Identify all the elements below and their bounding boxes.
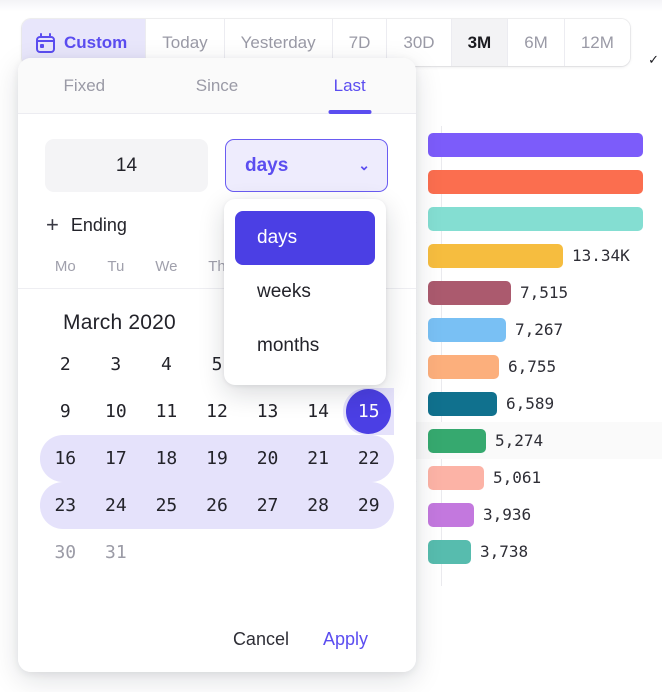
calendar-day[interactable]: 10 bbox=[105, 401, 127, 422]
calendar-day[interactable]: 27 bbox=[242, 482, 293, 529]
unit-option-weeks[interactable]: weeks bbox=[257, 281, 311, 302]
chart-value-label: 6,589 bbox=[506, 394, 555, 413]
unit-dropdown-menu[interactable]: days weeks months bbox=[224, 199, 386, 385]
add-ending-label: Ending bbox=[70, 214, 127, 235]
calendar-day[interactable]: 12 bbox=[206, 401, 228, 422]
segment-3m[interactable]: 3M bbox=[451, 19, 509, 66]
calendar-day[interactable]: 13 bbox=[256, 401, 279, 422]
calendar-grid[interactable]: 2345678910111213141516171819202122232425… bbox=[18, 335, 416, 576]
add-ending-button[interactable]: + Ending bbox=[18, 192, 416, 236]
calendar-day[interactable]: 22 bbox=[343, 435, 394, 482]
chart-value-label: 6,755 bbox=[508, 357, 557, 376]
tab-last-label: Last bbox=[333, 75, 366, 95]
calendar-day-selected[interactable]: 15 bbox=[346, 389, 392, 434]
calendar-day[interactable]: 2 bbox=[59, 354, 71, 375]
calendar-day[interactable]: 26 bbox=[191, 482, 243, 529]
cancel-button[interactable]: Cancel bbox=[232, 628, 289, 649]
calendar-day[interactable]: 4 bbox=[161, 354, 172, 375]
unit-option-months[interactable]: months bbox=[257, 335, 320, 356]
chart-value-label: 7,515 bbox=[520, 283, 569, 302]
segment-6m[interactable]: 6M bbox=[508, 19, 565, 66]
chart-bar bbox=[428, 132, 643, 157]
calendar-day[interactable]: 14 bbox=[307, 401, 329, 422]
calendar-day[interactable]: 17 bbox=[90, 435, 142, 482]
chart-bar bbox=[428, 354, 499, 379]
tab-fixed[interactable]: Fixed bbox=[18, 58, 151, 113]
chart-value-label: 5,274 bbox=[495, 431, 544, 450]
unit-select-trigger[interactable]: days ⌄ bbox=[225, 139, 388, 192]
chart-value-label: 13.34K bbox=[572, 246, 630, 265]
calendar-day[interactable]: 24 bbox=[90, 482, 142, 529]
unit-option-days[interactable]: days bbox=[235, 211, 375, 265]
panel-tab-bar[interactable]: Fixed Since Last bbox=[18, 58, 416, 114]
segment-12m[interactable]: 12M bbox=[564, 19, 630, 66]
chart-bar bbox=[428, 539, 471, 564]
weekday-label: Mo bbox=[54, 258, 76, 275]
calendar-day[interactable]: 21 bbox=[292, 435, 344, 482]
tab-since[interactable]: Since bbox=[151, 58, 284, 113]
unit-select-value: days bbox=[245, 154, 289, 176]
tab-since-label: Since bbox=[195, 75, 239, 95]
date-range-popover: Fixed Since Last 14 days ⌄ + Ending Mo Tu… bbox=[18, 58, 416, 672]
calendar-day[interactable]: 20 bbox=[242, 435, 293, 482]
duration-inputs-row: 14 days ⌄ bbox=[18, 114, 416, 192]
month-title: March 2020 bbox=[63, 311, 176, 334]
weekday-label: Th bbox=[208, 258, 226, 275]
calendar-day[interactable]: 5 bbox=[211, 354, 223, 375]
chart-value-label: 5,061 bbox=[493, 468, 542, 487]
chart-bar bbox=[428, 391, 497, 416]
calendar-day[interactable]: 29 bbox=[343, 482, 394, 529]
apply-button[interactable]: Apply bbox=[322, 628, 368, 649]
calendar-day[interactable]: 9 bbox=[59, 401, 71, 422]
segment-30d[interactable]: 30D bbox=[387, 19, 452, 66]
chart-bar bbox=[428, 317, 506, 342]
chevron-down-icon: ⌄ bbox=[358, 157, 370, 173]
calendar-day[interactable]: 23 bbox=[40, 482, 91, 529]
weekday-label: We bbox=[155, 258, 178, 275]
tab-last[interactable]: Last bbox=[283, 58, 416, 113]
calendar-icon bbox=[36, 32, 55, 53]
weekday-label: Tu bbox=[107, 258, 125, 275]
check-icon: ✓ bbox=[648, 52, 659, 67]
calendar-day[interactable]: 19 bbox=[191, 435, 243, 482]
calendar-day[interactable]: 3 bbox=[110, 354, 122, 375]
panel-footer: Cancel Apply bbox=[18, 606, 416, 672]
chart-bar bbox=[428, 169, 643, 194]
chart-bar bbox=[428, 280, 511, 305]
calendar-day[interactable]: 15 bbox=[343, 388, 394, 435]
calendar-day[interactable]: 11 bbox=[155, 401, 178, 422]
chart-value-label: 3,936 bbox=[483, 505, 532, 524]
top-gradient-strip bbox=[0, 0, 662, 12]
segment-custom-label: Custom bbox=[64, 32, 128, 52]
amount-input[interactable]: 14 bbox=[45, 139, 208, 192]
chart-value-label: 7,267 bbox=[515, 320, 564, 339]
chart-bar bbox=[428, 243, 563, 268]
chart-bar bbox=[428, 206, 643, 231]
chart-bar bbox=[428, 502, 474, 527]
calendar-day[interactable]: 28 bbox=[292, 482, 344, 529]
calendar-day[interactable]: 18 bbox=[141, 435, 192, 482]
calendar-day[interactable]: 25 bbox=[141, 482, 192, 529]
chart-bar bbox=[428, 465, 484, 490]
calendar-day[interactable]: 30 bbox=[54, 542, 77, 563]
chart-value-label: 3,738 bbox=[480, 542, 529, 561]
plus-icon: + bbox=[46, 212, 59, 237]
calendar-day[interactable]: 16 bbox=[40, 435, 91, 482]
tab-fixed-label: Fixed bbox=[63, 75, 106, 95]
chart-bar bbox=[428, 428, 486, 453]
amount-value: 14 bbox=[115, 154, 138, 176]
calendar-day[interactable]: 31 bbox=[105, 542, 127, 563]
